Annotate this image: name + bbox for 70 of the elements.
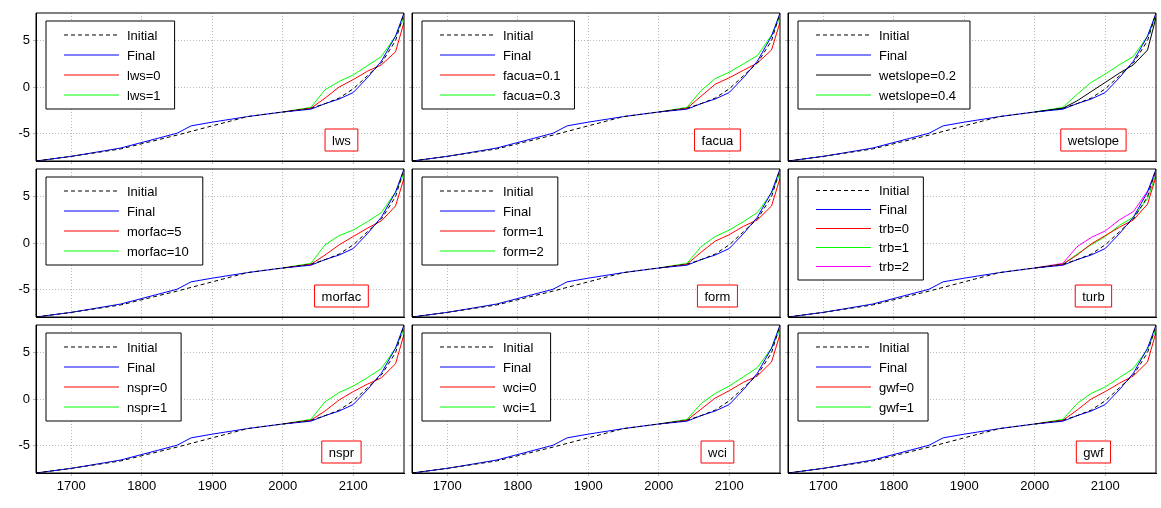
- annotation: wci: [707, 444, 727, 460]
- legend-label: Final: [879, 202, 908, 218]
- annotation: morfac: [321, 288, 362, 304]
- legend-label: form=2: [503, 243, 544, 259]
- legend-label: facua=0.1: [503, 67, 561, 83]
- legend-label: Initial: [503, 183, 534, 199]
- x-tick-label: 1800: [503, 478, 533, 494]
- annotation: wetslope: [1066, 132, 1120, 148]
- legend-label: Final: [127, 359, 156, 375]
- legend-label: trb=1: [879, 240, 909, 256]
- y-tick-label: -5: [18, 124, 30, 140]
- y-tick-label: 0: [22, 390, 30, 406]
- annotation: nspr: [328, 444, 355, 460]
- legend-label: Initial: [879, 27, 910, 43]
- x-tick-label: 1800: [127, 478, 157, 494]
- x-tick-label: 2100: [1090, 478, 1120, 494]
- legend-label: Final: [503, 359, 532, 375]
- x-tick-label: 1700: [808, 478, 838, 494]
- x-tick-label: 2000: [644, 478, 674, 494]
- y-tick-label: 0: [22, 78, 30, 94]
- annotation: form: [704, 288, 731, 304]
- legend-label: wci=1: [502, 399, 537, 415]
- x-tick-label: 1900: [197, 478, 227, 494]
- y-tick-label: 0: [22, 234, 30, 250]
- legend-label: Final: [127, 203, 156, 219]
- x-tick-label: 1700: [432, 478, 462, 494]
- legend-label: Initial: [127, 27, 158, 43]
- legend-label: form=1: [503, 223, 544, 239]
- legend-label: Final: [503, 47, 532, 63]
- y-tick-label: -5: [18, 436, 30, 452]
- legend-label: Final: [503, 203, 532, 219]
- x-tick-label: 1800: [879, 478, 909, 494]
- x-tick-label: 1900: [573, 478, 603, 494]
- x-tick-label: 1900: [949, 478, 979, 494]
- x-tick-label: 2000: [1020, 478, 1050, 494]
- annotation: facua: [701, 132, 735, 148]
- y-tick-label: -5: [18, 280, 30, 296]
- legend-label: Initial: [503, 339, 534, 355]
- legend-label: Final: [879, 47, 908, 63]
- legend-label: Initial: [879, 339, 910, 355]
- legend-label: wetslope=0.4: [878, 87, 956, 103]
- legend-label: trb=0: [879, 221, 909, 237]
- legend-label: trb=2: [879, 259, 909, 275]
- legend-label: Final: [879, 359, 908, 375]
- annotation: turb: [1082, 288, 1105, 304]
- legend-label: lws=1: [127, 87, 161, 103]
- legend-label: Initial: [127, 183, 158, 199]
- legend-label: gwf=0: [879, 379, 915, 395]
- legend-label: morfac=10: [127, 243, 189, 259]
- x-tick-label: 2100: [338, 478, 368, 494]
- legend-label: morfac=5: [127, 223, 182, 239]
- x-tick-label: 2100: [714, 478, 744, 494]
- legend-label: Initial: [127, 339, 158, 355]
- legend-label: Initial: [503, 27, 534, 43]
- legend-label: nspr=0: [127, 379, 168, 395]
- y-tick-label: 5: [22, 188, 30, 204]
- y-tick-label: 5: [22, 32, 30, 48]
- y-tick-label: 5: [22, 344, 30, 360]
- legend-label: Final: [127, 47, 156, 63]
- x-tick-label: 1700: [56, 478, 86, 494]
- legend-label: nspr=1: [127, 399, 168, 415]
- annotation: lws: [332, 132, 352, 148]
- legend-label: lws=0: [127, 67, 161, 83]
- x-tick-label: 2000: [268, 478, 298, 494]
- legend-label: wci=0: [502, 379, 537, 395]
- legend-label: wetslope=0.2: [878, 67, 956, 83]
- legend-label: Initial: [879, 183, 910, 199]
- legend-label: gwf=1: [879, 399, 915, 415]
- annotation: gwf: [1083, 444, 1104, 460]
- legend-label: facua=0.3: [503, 87, 561, 103]
